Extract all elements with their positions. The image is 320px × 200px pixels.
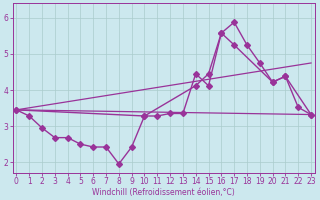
X-axis label: Windchill (Refroidissement éolien,°C): Windchill (Refroidissement éolien,°C) — [92, 188, 235, 197]
